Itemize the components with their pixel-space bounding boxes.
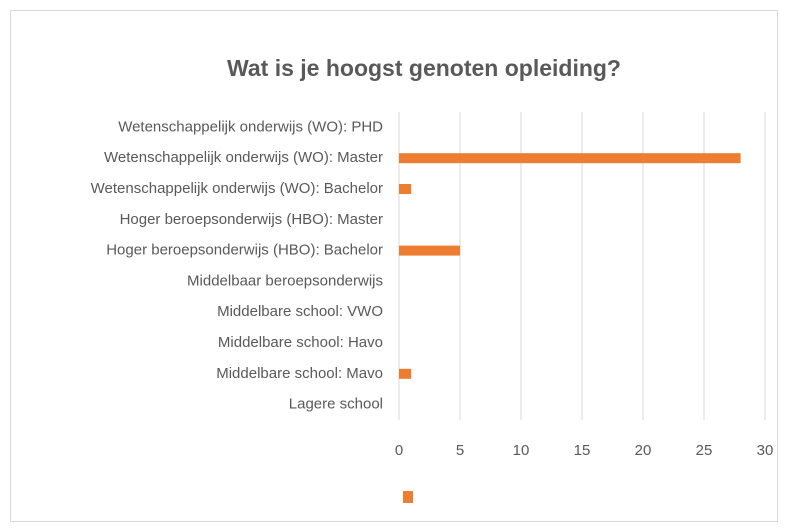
y-tick-label: Lagere school xyxy=(289,396,383,413)
y-tick-label: Middelbare school: Mavo xyxy=(216,365,383,382)
x-tick-label: 10 xyxy=(513,442,530,459)
y-tick-label: Middelbare school: VWO xyxy=(217,303,383,320)
chart-border xyxy=(10,10,778,522)
y-tick-label: Wetenschappelijk onderwijs (WO): Master xyxy=(104,149,383,166)
x-tick-label: 20 xyxy=(635,442,652,459)
y-tick-label: Hoger beroepsonderwijs (HBO): Master xyxy=(120,211,383,228)
bar xyxy=(399,245,460,256)
legend-swatch xyxy=(403,491,413,503)
x-tick-label: 25 xyxy=(696,442,713,459)
chart-title: Wat is je hoogst genoten opleiding? xyxy=(227,55,621,81)
x-tick-label: 30 xyxy=(757,442,774,459)
x-tick-label: 15 xyxy=(574,442,591,459)
bar xyxy=(399,184,412,194)
bar xyxy=(399,368,412,379)
y-tick-label: Middelbare school: Havo xyxy=(218,334,383,351)
y-tick-label: Hoger beroepsonderwijs (HBO): Bachelor xyxy=(106,242,383,259)
x-tick-label: 0 xyxy=(395,442,403,459)
y-tick-label: Wetenschappelijk onderwijs (WO): PHD xyxy=(118,118,383,135)
y-tick-label: Wetenschappelijk onderwijs (WO): Bachelo… xyxy=(91,180,383,197)
bar xyxy=(399,153,741,164)
y-tick-label: Middelbaar beroepsonderwijs xyxy=(187,272,383,289)
x-tick-label: 5 xyxy=(456,442,464,459)
